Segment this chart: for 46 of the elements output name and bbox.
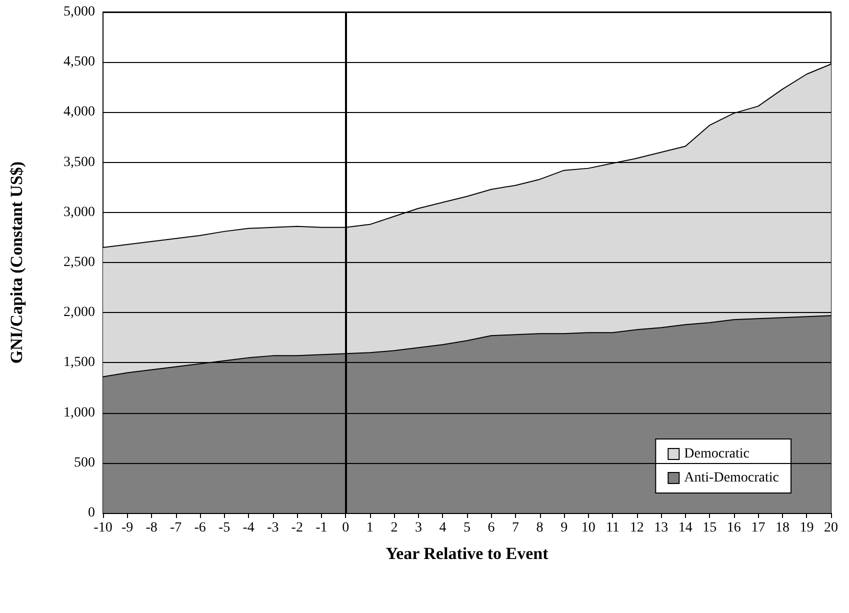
x-tick-label: 14 bbox=[678, 520, 692, 536]
x-tick-label: 10 bbox=[581, 520, 596, 536]
y-tick-label: 4,000 bbox=[64, 104, 95, 120]
y-tick-label: 0 bbox=[88, 506, 95, 520]
y-axis-title: GNI/Capita (Constant US$) bbox=[7, 161, 26, 364]
x-tick-label: -6 bbox=[194, 520, 206, 536]
x-tick-label: 11 bbox=[606, 520, 620, 536]
x-tick-label: 4 bbox=[439, 520, 446, 536]
x-tick-label: 2 bbox=[390, 520, 398, 536]
x-tick-label: -1 bbox=[316, 520, 328, 536]
x-axis-title: Year Relative to Event bbox=[386, 544, 549, 563]
x-tick-label: 15 bbox=[702, 520, 717, 536]
x-tick-label: 9 bbox=[560, 520, 568, 536]
x-tick-label: -4 bbox=[242, 520, 254, 536]
x-tick-label: 6 bbox=[488, 520, 495, 536]
x-tick-label: 0 bbox=[342, 520, 350, 536]
x-tick-label: -3 bbox=[267, 520, 279, 536]
x-tick-label: -9 bbox=[121, 520, 134, 536]
x-tick-label: -8 bbox=[146, 520, 158, 536]
legend-label: Anti-Democratic bbox=[684, 470, 780, 486]
y-tick-label: 500 bbox=[74, 455, 95, 470]
x-tick-label: 13 bbox=[654, 520, 668, 536]
x-tick-label: 5 bbox=[464, 520, 470, 536]
x-tick-label: 17 bbox=[751, 520, 766, 536]
x-tick-label: -2 bbox=[291, 520, 303, 536]
x-tick-label: 16 bbox=[726, 520, 741, 536]
y-tick-label: 2,500 bbox=[64, 255, 95, 270]
x-tick-label: 8 bbox=[536, 520, 544, 536]
y-tick-label: 3,000 bbox=[64, 204, 95, 220]
x-tick-label: 1 bbox=[366, 520, 374, 536]
y-tick-label: 5,000 bbox=[64, 4, 95, 20]
x-tick-label: -7 bbox=[170, 520, 182, 536]
y-tick-label: 1,000 bbox=[64, 405, 95, 420]
x-tick-label: 7 bbox=[512, 520, 520, 536]
y-tick-label: 2,000 bbox=[64, 305, 95, 320]
legend-label: Democratic bbox=[684, 446, 750, 462]
y-tick-label: 4,500 bbox=[64, 54, 95, 70]
x-tick-label: 12 bbox=[630, 520, 644, 536]
x-tick-label: -5 bbox=[218, 520, 230, 536]
y-tick-label: 3,500 bbox=[64, 154, 95, 170]
x-tick-label: 18 bbox=[775, 520, 790, 536]
y-tick-label: 1,500 bbox=[64, 355, 95, 370]
x-tick-label: 19 bbox=[800, 520, 814, 536]
x-tick-label: 20 bbox=[824, 520, 838, 536]
x-tick-label: -10 bbox=[94, 520, 112, 536]
x-tick-label: 3 bbox=[414, 520, 422, 536]
